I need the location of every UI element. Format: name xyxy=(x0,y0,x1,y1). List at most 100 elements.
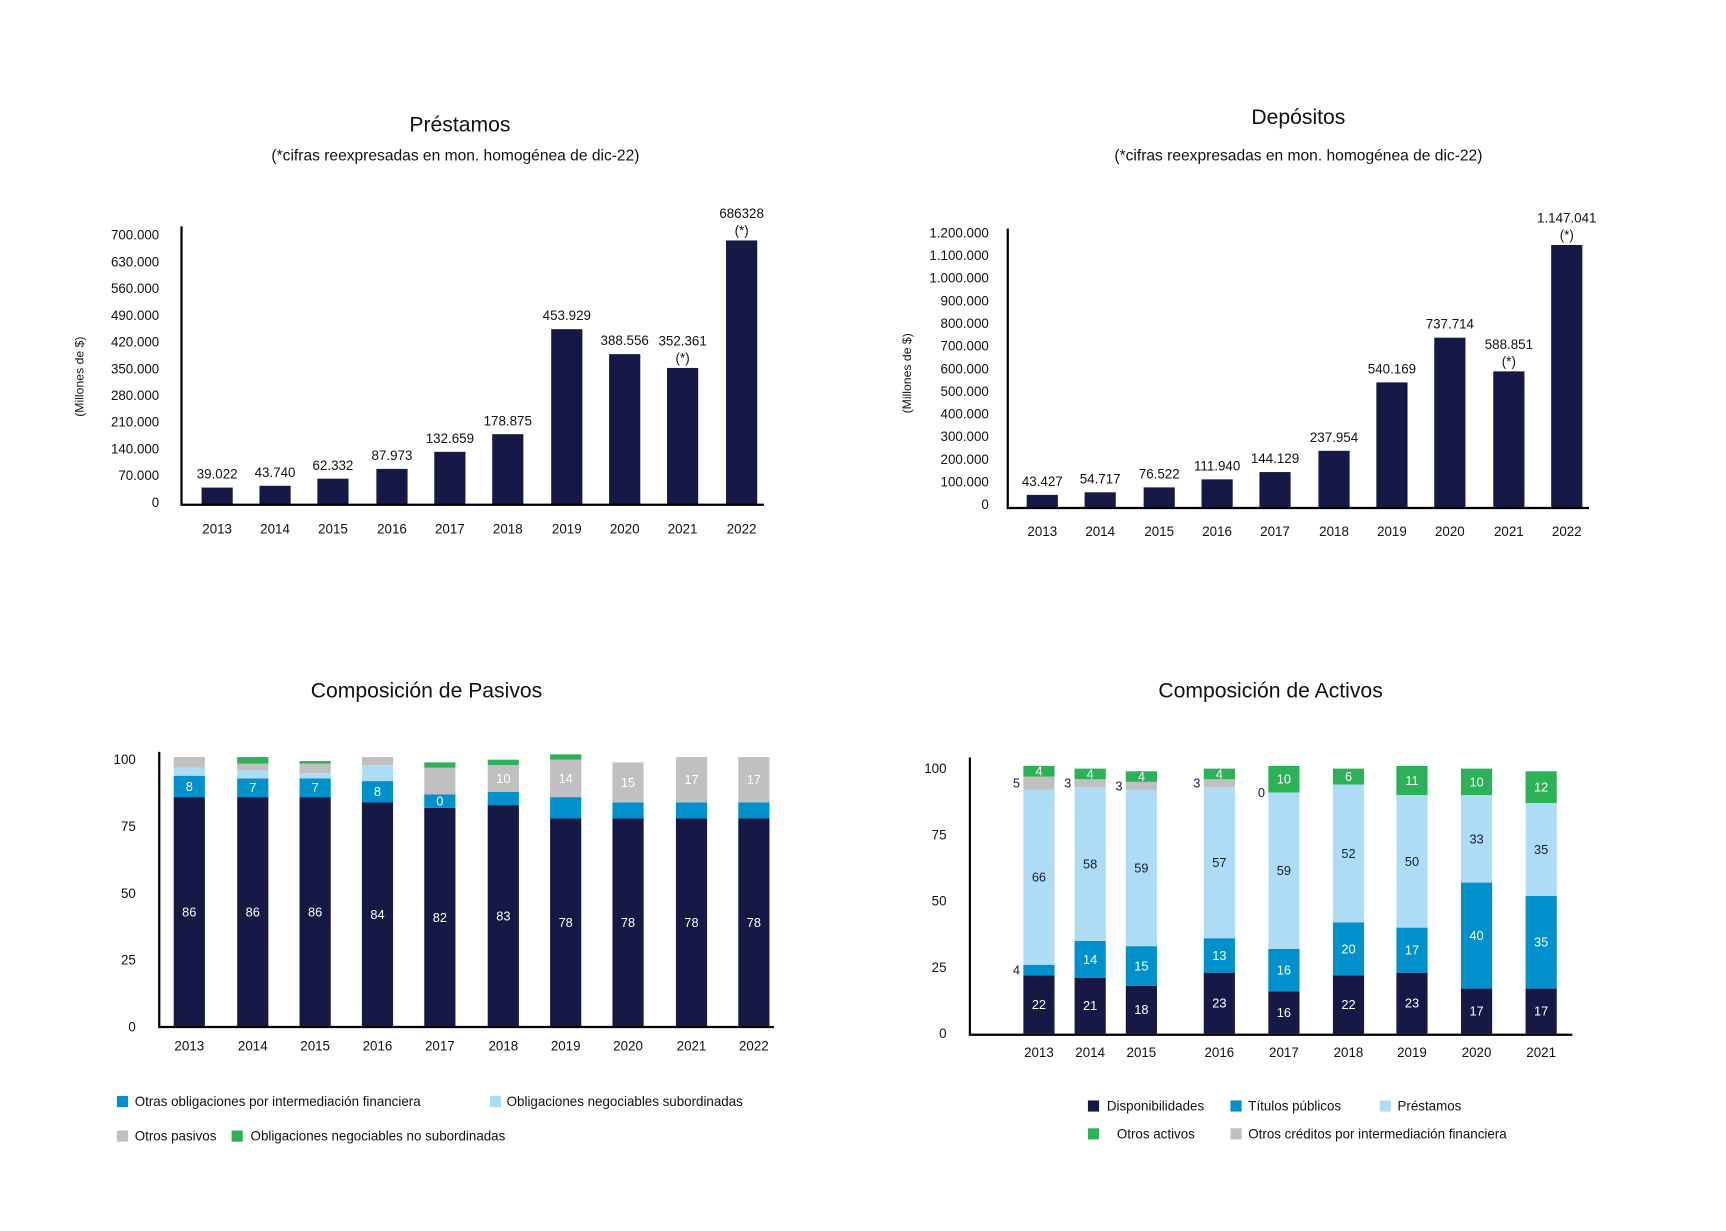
activos-segment-light-2013 xyxy=(1023,789,1055,965)
activos-segment-label: 23 xyxy=(1405,996,1419,1011)
prestamos-note-label: (*) xyxy=(676,350,690,365)
activos-segment-navy-2018 xyxy=(1332,975,1365,1034)
prestamos-bar-2014 xyxy=(259,485,291,505)
pasivos-segment-gray-2013 xyxy=(173,757,205,768)
activos-segment-label: 57 xyxy=(1212,855,1226,870)
chart-marks: 0 70.000 140.000 210.000 280.000 350.000 420.0… xyxy=(111,206,1597,1060)
legend-swatch-on-subordinadas xyxy=(489,1095,502,1108)
legend-label-prestamos: Préstamos xyxy=(1398,1098,1462,1113)
legend-label-otros-activos: Otros activos xyxy=(1117,1126,1195,1141)
depositos-y-tick: 500.000 xyxy=(941,384,989,399)
depositos-bar-2014 xyxy=(1084,492,1116,509)
pasivos-segment-navy-2014 xyxy=(237,797,269,1027)
prestamos-value-label: 178.875 xyxy=(484,413,532,428)
activos-y-tick: 0 xyxy=(939,1026,946,1041)
depositos-value-label: 1.147.041 xyxy=(1537,211,1596,226)
pasivos-segment-light-2013 xyxy=(173,767,205,776)
legend-swatch-prestamos xyxy=(1379,1100,1391,1112)
pasivos-segment-navy-2016 xyxy=(361,802,394,1027)
activos-segment-gray-2014 xyxy=(1074,779,1106,788)
activos-segment-blue-2015 xyxy=(1125,946,1157,986)
depositos-bar-2013 xyxy=(1026,494,1058,509)
pasivos-x-tick: 2021 xyxy=(677,1038,707,1053)
activos-segment-light-2017 xyxy=(1268,792,1300,949)
activos-segment-label: 15 xyxy=(1134,959,1148,974)
depositos-bar-2022 xyxy=(1551,244,1583,509)
pasivos-x-tick: 2016 xyxy=(363,1038,393,1053)
prestamos-bar-2020 xyxy=(609,354,641,505)
depositos-x-tick: 2022 xyxy=(1552,524,1582,539)
legend-swatch-titulos-publicos xyxy=(1230,1100,1242,1112)
activos-segment-navy-2016 xyxy=(1203,972,1235,1034)
depositos-y-tick: 1.200.000 xyxy=(929,225,988,240)
pasivos-segment-label: 15 xyxy=(621,775,635,790)
pasivos-segment-label: 82 xyxy=(433,910,447,925)
activos-segment-green-2021 xyxy=(1525,771,1557,804)
legend-swatch-disponibilidades xyxy=(1087,1100,1100,1112)
pasivos-segment-navy-2015 xyxy=(299,797,331,1027)
activos-x-tick: 2021 xyxy=(1526,1045,1556,1060)
depositos-value-label: 76.522 xyxy=(1139,466,1180,481)
activos-segment-light-2016 xyxy=(1203,787,1235,939)
pasivos-segment-label: 14 xyxy=(559,771,573,786)
prestamos-x-tick: 2020 xyxy=(610,522,640,537)
activos-segment-label: 40 xyxy=(1469,928,1483,943)
prestamos-note-label: (*) xyxy=(735,223,749,238)
pasivos-segment-navy-2017 xyxy=(424,807,456,1027)
activos-segment-navy-2015 xyxy=(1125,985,1157,1034)
activos-segment-blue-2020 xyxy=(1460,882,1493,989)
activos-y-tick: 100 xyxy=(924,761,946,776)
activos-segment-gray-2016 xyxy=(1203,779,1235,788)
pasivos-segment-blue-2022 xyxy=(738,802,770,819)
prestamos-x-tick: 2014 xyxy=(260,522,290,537)
activos-segment-label: 59 xyxy=(1277,863,1291,878)
prestamos-bar-2021 xyxy=(667,367,699,505)
activos-segment-navy-2020 xyxy=(1460,988,1493,1034)
depositos-value-label: 737.714 xyxy=(1426,317,1475,332)
depositos-y-tick: 1.100.000 xyxy=(929,248,988,263)
activos-segment-label: 66 xyxy=(1032,870,1046,885)
pasivos-y-tick: 25 xyxy=(121,953,136,968)
depositos-y-tick: 200.000 xyxy=(941,452,989,467)
pasivos-segment-navy-2021 xyxy=(675,818,708,1027)
prestamos-value-label: 352.361 xyxy=(658,334,706,349)
activos-segment-light-2019 xyxy=(1396,795,1428,928)
pasivos-segment-blue-2016 xyxy=(361,781,394,803)
pasivos-x-tick: 2017 xyxy=(425,1038,455,1053)
activos-segment-label: 10 xyxy=(1469,774,1483,789)
activos-segment-label: 3 xyxy=(1193,776,1200,791)
activos-segment-label: 12 xyxy=(1534,780,1548,795)
pasivos-segment-blue-2014 xyxy=(237,778,269,798)
pasivos-segment-light-2016 xyxy=(361,765,394,782)
activos-segment-label: 33 xyxy=(1469,831,1483,846)
depositos-x-tick: 2017 xyxy=(1260,524,1290,539)
depositos-x-tick: 2019 xyxy=(1377,524,1407,539)
activos-segment-blue-2013 xyxy=(1023,964,1055,976)
legend-label-titulos-publicos: Títulos públicos xyxy=(1248,1098,1341,1113)
pasivos-segment-label: 17 xyxy=(684,772,698,787)
activos-y-tick: 50 xyxy=(932,894,947,909)
depositos-bar-2016 xyxy=(1201,479,1233,509)
activos-x-tick: 2014 xyxy=(1075,1045,1105,1060)
pasivos-y-tick: 75 xyxy=(121,819,136,834)
pasivos-segment-navy-2019 xyxy=(550,818,582,1027)
depositos-note-label: (*) xyxy=(1560,227,1574,242)
prestamos-x-tick: 2013 xyxy=(202,522,232,537)
pasivos-segment-label: 86 xyxy=(182,904,196,919)
pasivos-segment-label: 10 xyxy=(496,771,510,786)
pasivos-segment-label: 78 xyxy=(559,915,573,930)
activos-segment-label: 13 xyxy=(1212,948,1226,963)
prestamos-bar-2019 xyxy=(551,329,583,505)
legend-label-on-no-subordinadas: Obligaciones negociables no subordinadas xyxy=(251,1129,506,1144)
activos-segment-label: 58 xyxy=(1083,856,1097,871)
activos-segment-label: 4 xyxy=(1216,766,1223,781)
pasivos-segment-light-2014 xyxy=(237,770,269,779)
prestamos-y-label: (Millones de $) xyxy=(73,337,87,417)
prestamos-x-tick: 2021 xyxy=(668,522,698,537)
pasivos-x-tick: 2020 xyxy=(613,1038,643,1053)
legend-swatch-otras-obligaciones xyxy=(116,1095,129,1108)
depositos-x-tick: 2021 xyxy=(1494,524,1524,539)
pasivos-segment-green-2015 xyxy=(299,761,331,764)
prestamos-y-tick: 140.000 xyxy=(111,441,159,456)
